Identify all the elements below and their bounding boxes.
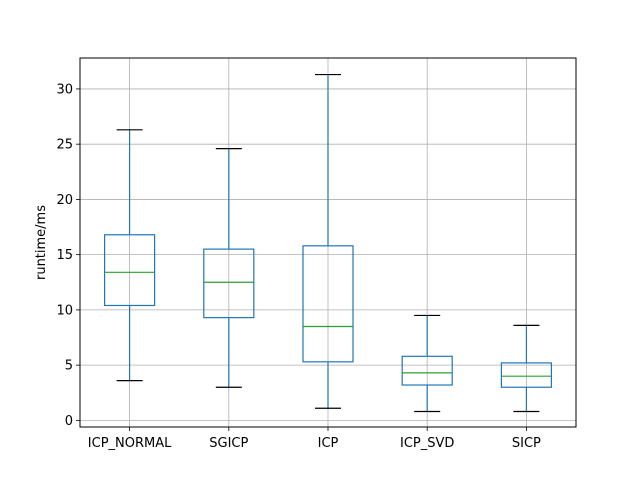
iqr-box	[103, 234, 156, 307]
box-series	[103, 73, 552, 413]
iqr-box	[500, 362, 552, 388]
y-tick-label: 5	[65, 359, 73, 374]
iqr-box	[302, 245, 354, 363]
x-axis-ticks: ICP_NORMAL SGICP ICP ICP_SVD SICP	[88, 427, 541, 451]
x-tick-label: ICP_SVD	[400, 436, 454, 451]
box-sgicp	[203, 147, 255, 388]
box-icp-svd	[401, 314, 453, 413]
y-tick-label: 15	[56, 248, 73, 263]
y-tick-label: 25	[56, 138, 73, 153]
y-axis-label: runtime/ms	[34, 205, 49, 280]
iqr-box	[203, 248, 255, 319]
box-icp	[302, 73, 354, 409]
y-tick-label: 0	[65, 414, 73, 429]
x-tick-label: SGICP	[209, 436, 248, 451]
box-sicp	[500, 324, 552, 413]
y-tick-label: 30	[56, 82, 73, 97]
y-axis-ticks: 0 5 10 15 20 25 30	[56, 82, 80, 429]
y-tick-label: 10	[56, 303, 73, 318]
box-icp-normal	[103, 129, 156, 382]
iqr-box	[401, 355, 453, 386]
x-tick-label: ICP_NORMAL	[88, 436, 172, 451]
y-tick-label: 20	[56, 193, 73, 208]
x-tick-label: ICP	[318, 436, 339, 451]
x-tick-label: SICP	[512, 436, 541, 451]
